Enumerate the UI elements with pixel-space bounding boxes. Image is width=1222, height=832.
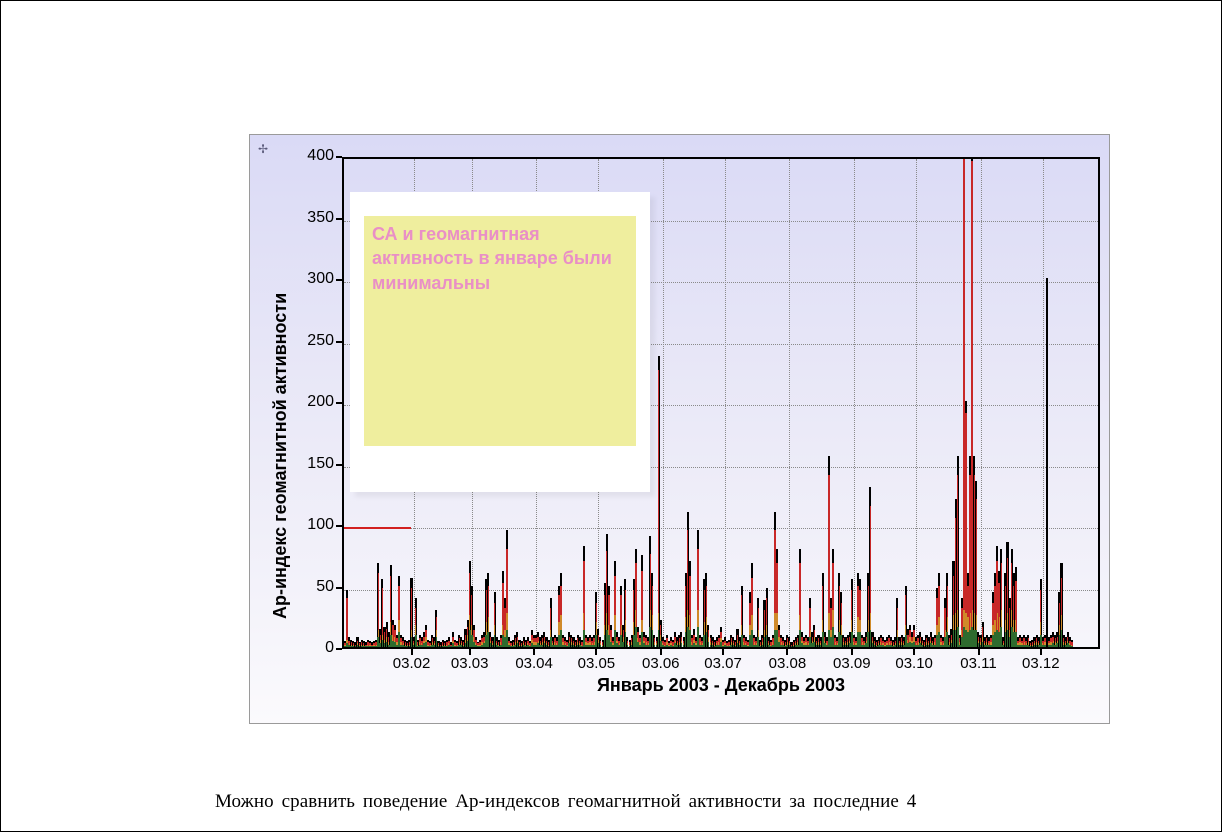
annotation-text: СА и геомагнитная активность в январе бы… [372, 222, 620, 295]
x-tick-label: 03.05 [578, 655, 616, 672]
bar [1071, 646, 1073, 647]
document-page: ✢ СА и геомагнитная активность в январе … [0, 0, 1222, 832]
x-tick-label: 03.04 [515, 655, 553, 672]
y-tick-label: 350 [298, 209, 334, 227]
x-tick-label: 03.09 [833, 655, 871, 672]
y-axis-title: Ар-индекс геомагнитной активности [270, 293, 291, 619]
bar [1044, 645, 1046, 647]
y-tick-label: 100 [298, 516, 334, 534]
bar [658, 370, 659, 647]
x-tick-label: 03.12 [1022, 655, 1060, 672]
y-tick-label: 150 [298, 455, 334, 473]
x-tick-label: 03.11 [960, 655, 996, 672]
x-tick-label: 03.10 [895, 655, 933, 672]
y-tick-label: 300 [298, 270, 334, 288]
x-axis-title: Январь 2003 - Декабрь 2003 [342, 675, 1100, 696]
y-tick-label: 200 [298, 393, 334, 411]
x-tick-label: 03.07 [704, 655, 742, 672]
reference-line [344, 527, 411, 529]
x-tick-label: 03.02 [393, 655, 431, 672]
x-tick-label: 03.03 [451, 655, 489, 672]
annotation-box: СА и геомагнитная активность в январе бы… [350, 192, 650, 492]
y-tick-label: 0 [298, 639, 334, 657]
body-paragraph: Можно сравнить поведение Ар-индексов гео… [169, 791, 1179, 813]
chart-container: ✢ СА и геомагнитная активность в январе … [249, 134, 1110, 724]
y-tick-label: 250 [298, 332, 334, 350]
y-tick-label: 50 [298, 578, 334, 596]
crosshair-icon: ✢ [258, 143, 270, 155]
bar [1046, 278, 1048, 647]
x-tick-label: 03.06 [642, 655, 680, 672]
x-tick-label: 03.08 [769, 655, 807, 672]
y-tick-label: 400 [298, 147, 334, 165]
